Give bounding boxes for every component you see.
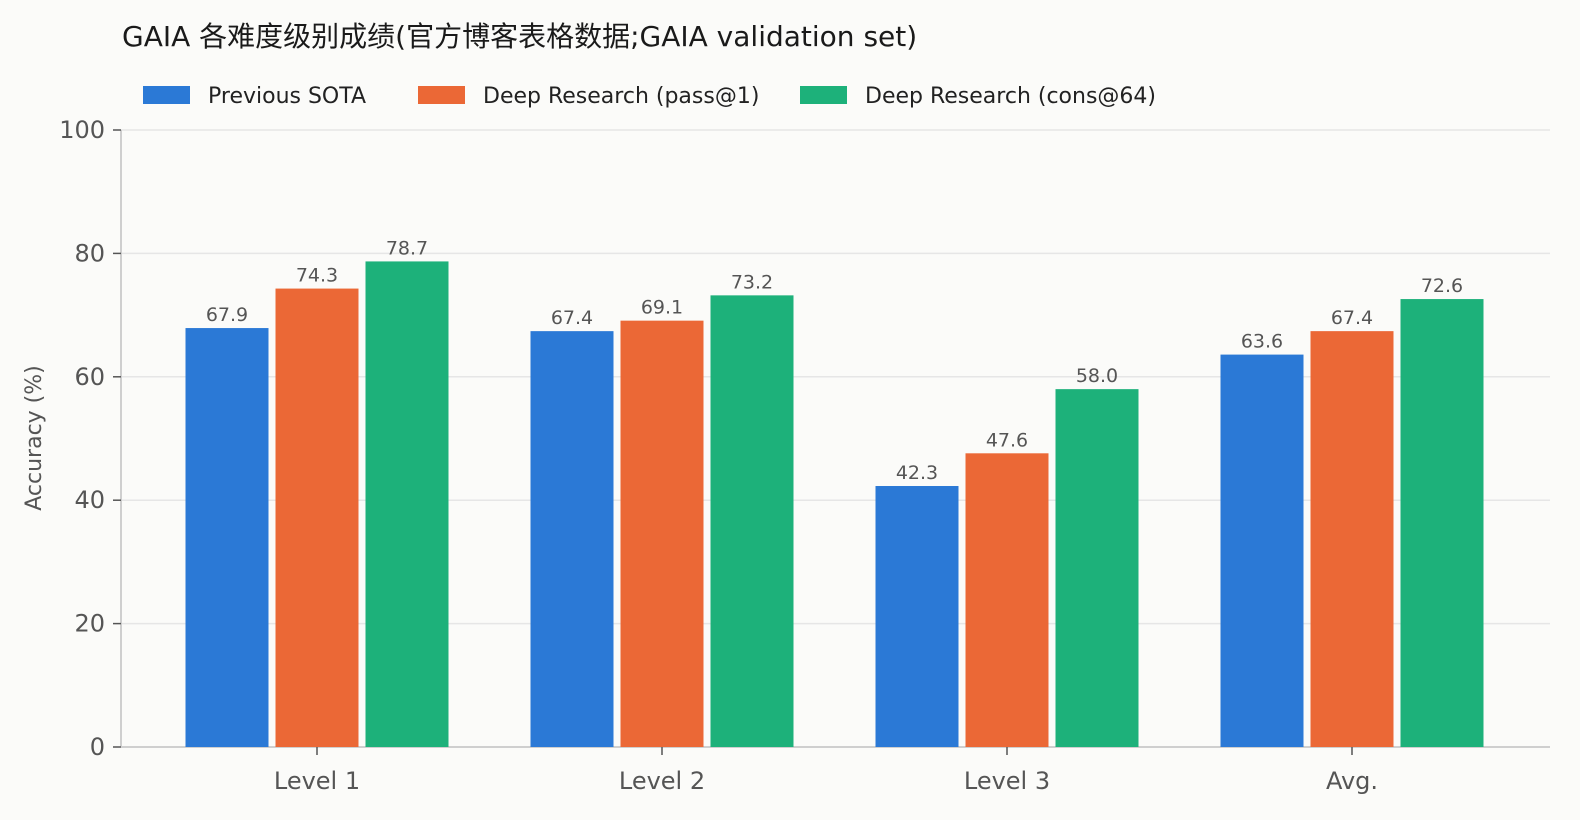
- x-axis-ticks: Level 1 Level 2 Level 3 Avg.: [274, 747, 1378, 795]
- bar: [185, 328, 269, 747]
- bar: [1310, 331, 1394, 747]
- y-tick-label: 20: [74, 610, 105, 638]
- legend: Previous SOTA Deep Research (pass@1) Deep …: [143, 84, 1156, 109]
- legend-swatch: [800, 86, 847, 104]
- data-label: 69.1: [641, 297, 683, 319]
- data-label: 74.3: [296, 265, 338, 287]
- y-axis-ticks: 0 20 40 60 80 100: [59, 116, 121, 761]
- y-tick-label: 80: [74, 239, 105, 267]
- x-tick-label: Level 2: [619, 767, 705, 795]
- y-tick-label: 40: [74, 486, 105, 514]
- bar: [965, 453, 1049, 747]
- data-label: 47.6: [986, 429, 1028, 451]
- data-label: 67.4: [551, 307, 593, 329]
- data-label: 67.9: [206, 304, 248, 326]
- legend-label: Deep Research (cons@64): [865, 84, 1156, 109]
- y-tick-label: 60: [74, 363, 105, 391]
- x-tick-label: Avg.: [1326, 767, 1378, 795]
- legend-label: Deep Research (pass@1): [483, 84, 759, 109]
- bar: [875, 486, 959, 747]
- chart-title: GAIA 各难度级别成绩(官方博客表格数据;GAIA validation se…: [122, 20, 917, 53]
- legend-label: Previous SOTA: [208, 84, 366, 109]
- data-label: 67.4: [1331, 307, 1373, 329]
- bar: [1400, 299, 1484, 747]
- x-tick-label: Level 3: [964, 767, 1050, 795]
- y-tick-label: 0: [90, 733, 105, 761]
- bar: [275, 288, 359, 747]
- data-label: 72.6: [1421, 275, 1463, 297]
- legend-swatch: [418, 86, 465, 104]
- bar: [1220, 354, 1304, 747]
- y-axis-label: Accuracy (%): [22, 365, 47, 511]
- bar: [710, 295, 794, 747]
- bar: [530, 331, 614, 747]
- bar: [620, 320, 704, 747]
- data-label: 58.0: [1076, 365, 1118, 387]
- bar: [1055, 389, 1139, 747]
- data-label: 78.7: [386, 237, 428, 259]
- data-label: 42.3: [896, 462, 938, 484]
- data-label: 73.2: [731, 271, 773, 293]
- bar: [365, 261, 449, 747]
- bars: [185, 261, 1484, 747]
- data-label: 63.6: [1241, 331, 1283, 353]
- x-tick-label: Level 1: [274, 767, 360, 795]
- y-tick-label: 100: [59, 116, 105, 144]
- data-labels: 67.9 74.3 78.7 67.4 69.1 73.2 42.3 47.6 58.0 63.6…: [206, 237, 1463, 484]
- legend-swatch: [143, 86, 190, 104]
